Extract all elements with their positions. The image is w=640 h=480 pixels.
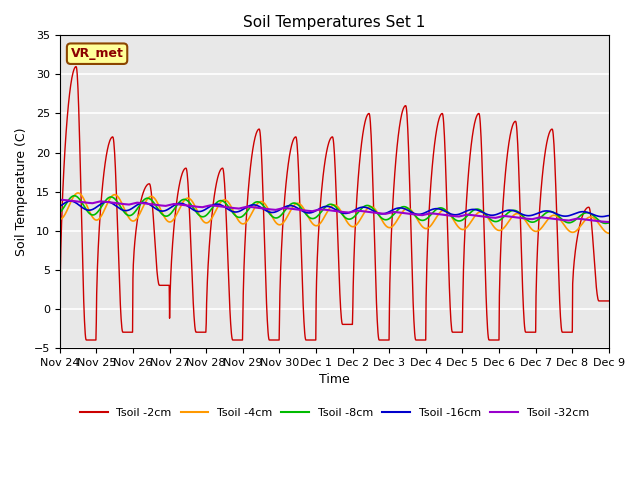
Tsoil -8cm — [70, 193, 78, 199]
Tsoil -4cm — [492, 226, 499, 231]
Tsoil -32cm — [239, 204, 247, 210]
Tsoil -2cm — [56, 337, 63, 343]
Tsoil -2cm — [179, 171, 186, 177]
Tsoil -4cm — [179, 201, 186, 206]
Tsoil -2cm — [72, 64, 80, 70]
Tsoil -8cm — [605, 220, 612, 226]
Line: Tsoil -4cm: Tsoil -4cm — [60, 193, 609, 233]
Tsoil -2cm — [605, 298, 612, 304]
Line: Tsoil -16cm: Tsoil -16cm — [60, 201, 609, 216]
Legend: Tsoil -2cm, Tsoil -4cm, Tsoil -8cm, Tsoil -16cm, Tsoil -32cm: Tsoil -2cm, Tsoil -4cm, Tsoil -8cm, Tsoi… — [76, 403, 593, 422]
Tsoil -8cm — [420, 217, 428, 223]
Tsoil -16cm — [56, 203, 63, 209]
Tsoil -4cm — [165, 219, 173, 225]
Tsoil -4cm — [56, 216, 63, 222]
Tsoil -2cm — [420, 337, 428, 343]
Tsoil -4cm — [240, 221, 248, 227]
Tsoil -8cm — [179, 197, 186, 203]
Tsoil -16cm — [540, 208, 548, 214]
Title: Soil Temperatures Set 1: Soil Temperatures Set 1 — [243, 15, 426, 30]
Tsoil -32cm — [164, 203, 172, 208]
Tsoil -16cm — [165, 206, 173, 212]
Tsoil -2cm — [492, 337, 499, 343]
Tsoil -2cm — [165, 282, 173, 288]
Tsoil -4cm — [420, 225, 428, 231]
Tsoil -16cm — [605, 213, 612, 218]
X-axis label: Time: Time — [319, 373, 349, 386]
Tsoil -8cm — [240, 213, 248, 218]
Tsoil -32cm — [178, 202, 186, 208]
Tsoil -16cm — [67, 198, 74, 204]
Tsoil -8cm — [165, 212, 173, 218]
Tsoil -16cm — [492, 212, 499, 217]
Tsoil -32cm — [492, 215, 499, 221]
Line: Tsoil -2cm: Tsoil -2cm — [60, 67, 609, 340]
Tsoil -16cm — [598, 214, 605, 219]
Tsoil -8cm — [602, 220, 609, 226]
Tsoil -8cm — [56, 209, 63, 215]
Tsoil -16cm — [179, 201, 186, 206]
Text: VR_met: VR_met — [70, 47, 124, 60]
Tsoil -2cm — [540, 157, 548, 163]
Tsoil -4cm — [605, 230, 612, 236]
Tsoil -16cm — [420, 210, 428, 216]
Tsoil -32cm — [56, 197, 63, 203]
Y-axis label: Soil Temperature (C): Soil Temperature (C) — [15, 127, 28, 256]
Tsoil -32cm — [420, 212, 428, 218]
Tsoil -8cm — [540, 212, 548, 217]
Tsoil -4cm — [74, 190, 82, 196]
Line: Tsoil -8cm: Tsoil -8cm — [60, 196, 609, 223]
Tsoil -4cm — [540, 222, 548, 228]
Tsoil -2cm — [240, 276, 248, 281]
Tsoil -32cm — [540, 215, 547, 220]
Tsoil -8cm — [492, 219, 499, 225]
Tsoil -16cm — [240, 206, 248, 212]
Tsoil -32cm — [605, 219, 612, 225]
Line: Tsoil -32cm: Tsoil -32cm — [60, 200, 609, 222]
